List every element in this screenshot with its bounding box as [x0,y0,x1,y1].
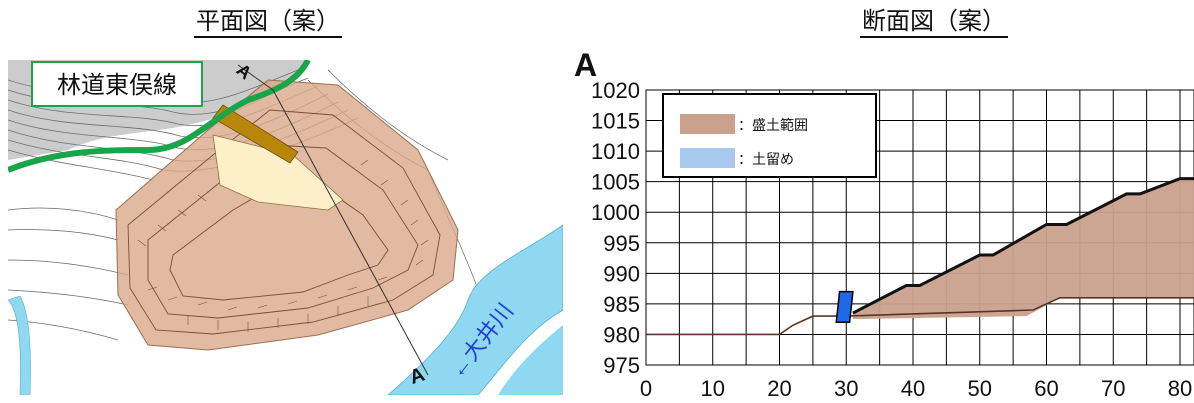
x-tick-label: 60 [1034,376,1058,401]
x-tick-label: 50 [968,376,992,401]
x-tick-label: 10 [701,376,725,401]
retaining-wall-plan [212,104,299,164]
x-tick-label: 80 [1168,376,1192,401]
embankment-area [115,79,459,351]
section-marker-bottom: A [407,364,428,389]
plan-view-title: 平面図（案） [194,6,342,38]
original-ground-line [646,296,1194,336]
x-tick-label: 20 [767,376,791,401]
y-tick-label: 985 [603,292,640,317]
y-tick-label: 975 [603,353,640,378]
retaining-wall-section [835,290,854,323]
river-left-channel [8,295,31,395]
terrace-ticks [137,159,429,332]
y-tick-label: 1015 [591,109,640,134]
river-main [387,224,563,395]
y-tick-label: 1000 [591,200,640,225]
y-tick-label: 1005 [591,170,640,195]
forest-road [8,60,311,173]
chart-legend: ：盛土範囲 ：土留め [662,93,877,178]
chart-areas [646,177,1194,336]
section-marker: A [574,47,597,83]
legend-swatch-wall [680,148,735,168]
section-view-title: 断面図（案） [860,6,1008,38]
road-label: 林道東俣線 [57,72,177,99]
embankment-fill-area [852,178,1194,320]
legend-label-fill: ：盛土範囲 [738,117,808,133]
y-tick-label: 1010 [591,139,640,164]
legend-swatch-fill [680,114,735,134]
x-tick-label: 30 [834,376,858,401]
y-tick-label: 995 [603,231,640,256]
legend-label-wall: ：土留め [738,151,794,167]
plan-view-map: A A ←大井川 林道東俣線 [8,60,563,395]
x-tick-label: 70 [1101,376,1125,401]
y-tick-label: 1020 [591,78,640,103]
y-tick-label: 980 [603,322,640,347]
embankment-top-line [852,177,1194,315]
x-tick-label: 0 [640,376,652,401]
x-tick-label: 40 [901,376,925,401]
section-line-a-a [237,64,429,376]
y-tick-label: 990 [603,261,640,286]
river-secondary [498,325,563,395]
road-label-box [31,61,203,107]
